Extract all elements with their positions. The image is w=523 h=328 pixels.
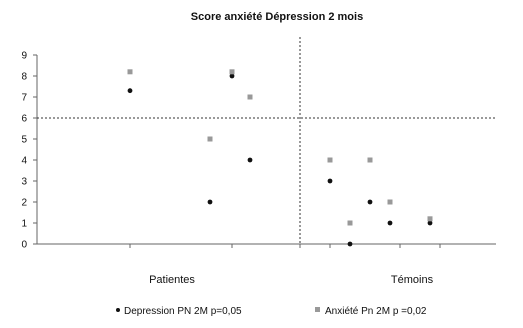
depression-point xyxy=(247,157,253,163)
depression-point xyxy=(127,88,133,94)
anxiete-point xyxy=(327,157,333,163)
y-tick-label: 7 xyxy=(21,93,27,104)
depression-point xyxy=(207,199,213,205)
anxiete-point xyxy=(347,220,353,226)
category-label-patientes: Patientes xyxy=(149,274,195,286)
y-tick-label: 8 xyxy=(21,72,27,83)
anxiete-point xyxy=(367,157,373,163)
y-tick-label: 0 xyxy=(21,240,27,251)
depression-point xyxy=(229,73,235,79)
y-tick-label: 3 xyxy=(21,177,27,188)
legend-marker-depression xyxy=(116,308,120,312)
depression-point xyxy=(347,241,353,247)
y-tick-label: 6 xyxy=(21,114,27,125)
depression-point xyxy=(427,220,433,226)
anxiete-point xyxy=(207,136,213,142)
anxiete-point xyxy=(387,199,393,205)
legend: Depression PN 2M p=0,05 Anxiété Pn 2M p … xyxy=(116,306,427,317)
depression-point xyxy=(387,220,393,226)
anxiete-point xyxy=(247,94,253,100)
y-tick-label: 5 xyxy=(21,135,27,146)
anxiete-point xyxy=(229,69,235,75)
anxiete-point xyxy=(427,216,433,222)
y-tick-label: 9 xyxy=(21,51,27,62)
anxiete-point xyxy=(127,69,133,75)
category-label-temoins: Témoins xyxy=(391,274,434,286)
plot-area: 0 1 2 3 4 5 6 7 8 9 xyxy=(21,37,496,251)
depression-point xyxy=(367,199,373,205)
chart-title: Score anxiété Dépression 2 mois xyxy=(191,11,363,23)
depression-point xyxy=(327,178,333,184)
legend-label-anxiete: Anxiété Pn 2M p =0,02 xyxy=(325,306,427,317)
y-tick-label: 1 xyxy=(21,219,27,230)
legend-label-depression: Depression PN 2M p=0,05 xyxy=(124,306,242,317)
y-tick-label: 2 xyxy=(21,198,27,209)
y-tick-label: 4 xyxy=(21,156,27,167)
legend-marker-anxiete xyxy=(315,307,320,312)
